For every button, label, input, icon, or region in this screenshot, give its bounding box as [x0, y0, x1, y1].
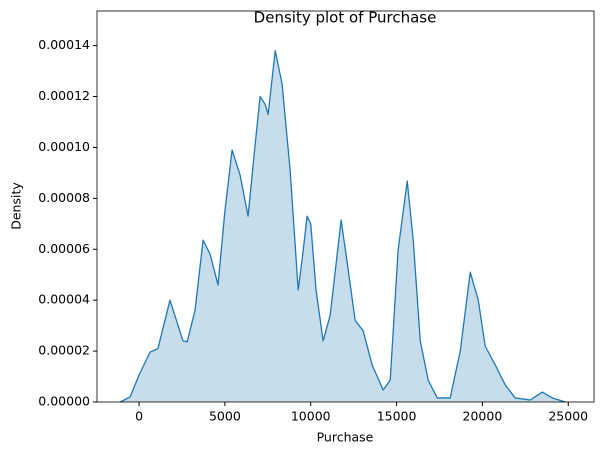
- y-tick-label: 0.00012: [38, 88, 90, 103]
- y-tick-label: 0.00002: [38, 343, 90, 358]
- density-area: [120, 50, 566, 403]
- x-tick-label: 20000: [463, 409, 503, 424]
- y-tick-label: 0.00006: [38, 241, 90, 256]
- y-tick-label: 0.00014: [38, 37, 90, 52]
- y-tick-label: 0.00010: [38, 139, 90, 154]
- x-tick-label: 25000: [548, 409, 588, 424]
- y-axis-label: Density: [9, 182, 24, 230]
- density-line: [119, 50, 566, 403]
- x-tick-label: 10000: [291, 409, 331, 424]
- y-tick-label: 0.00008: [38, 190, 90, 205]
- y-tick-label: 0.00000: [38, 394, 90, 409]
- x-tick-label: 15000: [377, 409, 417, 424]
- x-tick-label: 5000: [209, 409, 241, 424]
- x-tick-label: 0: [135, 409, 143, 424]
- plot-frame: [96, 10, 595, 403]
- chart-title: Density plot of Purchase: [254, 9, 437, 27]
- y-tick-label: 0.00004: [38, 292, 90, 307]
- x-axis-label: Purchase: [317, 430, 374, 445]
